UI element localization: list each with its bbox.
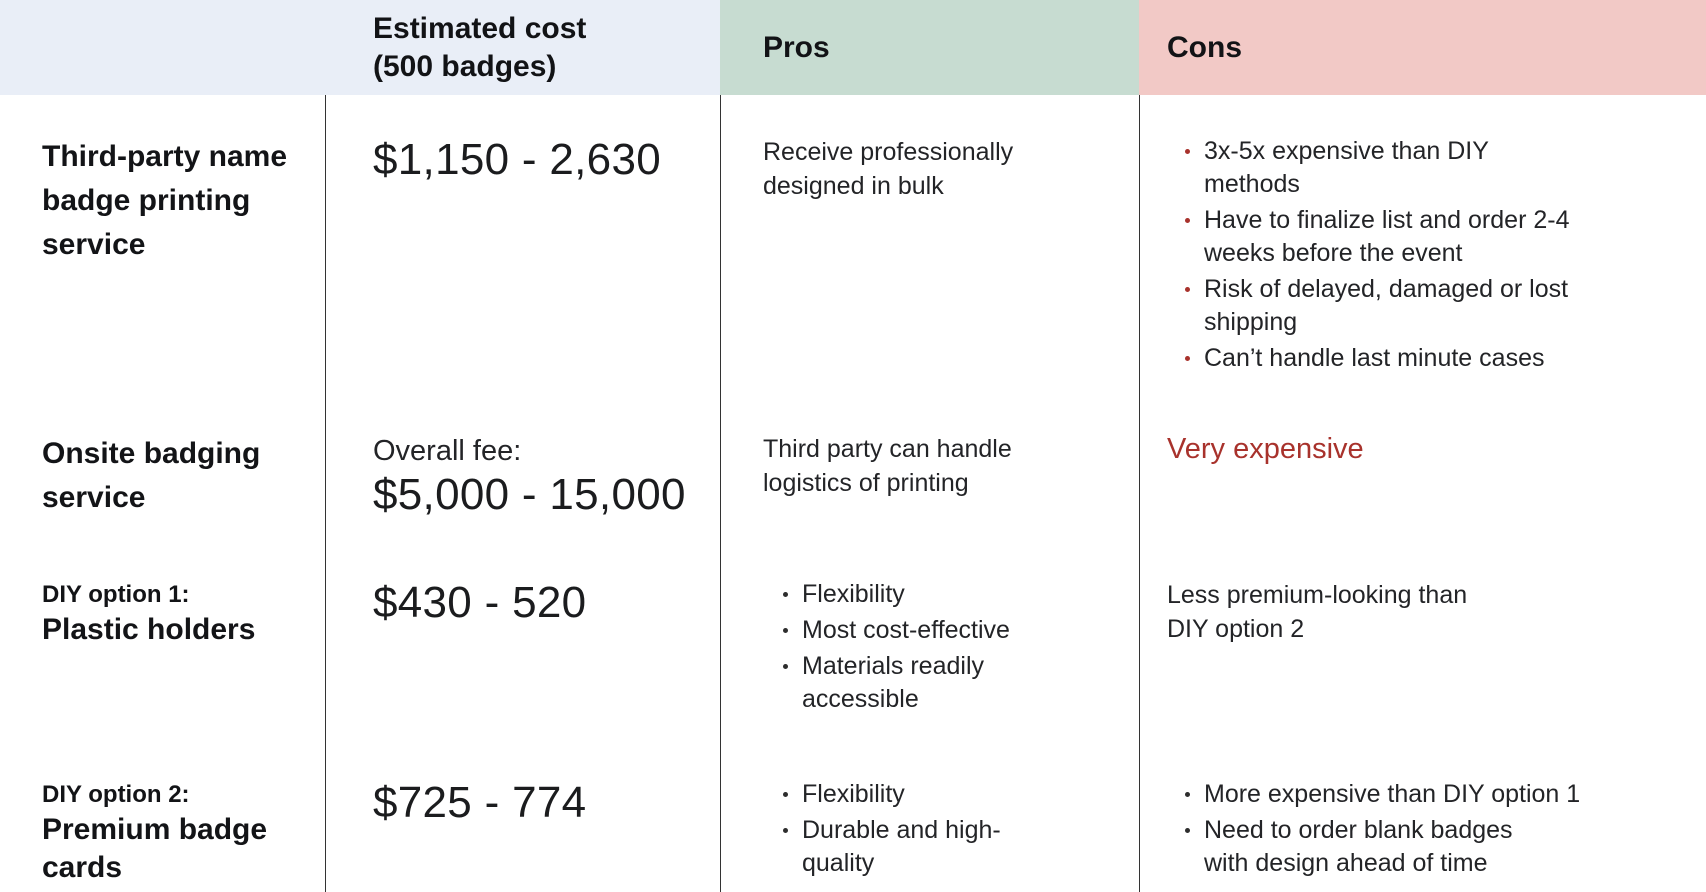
cons-item: Have to finalize list and order 2-4 week… [1185, 204, 1690, 270]
bullet-icon [1185, 356, 1190, 361]
cons-text: Very expensive [1167, 433, 1364, 465]
bullet-icon [783, 792, 788, 797]
cost-cell-third-party: $1,150 - 2,630 [325, 95, 720, 392]
bullet-icon [1185, 218, 1190, 223]
pros-text: Third party can handle logistics of prin… [763, 435, 1012, 497]
bullet-icon [1185, 792, 1190, 797]
cost-cell-diy2: $725 - 774 [325, 738, 720, 892]
row-label-small: DIY option 1: [42, 581, 190, 608]
cons-list: More expensive than DIY option 1 Need to… [1185, 778, 1690, 880]
row-label-text: Premium badge cards [42, 813, 268, 884]
cons-item: 3x-5x expensive than DIY methods [1185, 135, 1690, 201]
cost-cell-diy1: $430 - 520 [325, 538, 720, 738]
header-cons: Cons [1139, 0, 1706, 95]
pros-list: Flexibility Most cost-effective Material… [783, 578, 1111, 716]
cons-item: More expensive than DIY option 1 [1185, 778, 1690, 811]
cost-prefix: Overall fee: [373, 435, 522, 467]
row-label-diy2: DIY option 2: Premium badge cards [0, 738, 325, 892]
row-label-diy1: DIY option 1: Plastic holders [0, 538, 325, 738]
row-label-third-party: Third-party name badge printing service [0, 95, 325, 392]
pros-item: Durable and high- quality [783, 814, 1111, 880]
header-estimated-cost-label: Estimated cost (500 badges) [373, 11, 587, 83]
pros-text: Receive professionally designed in bulk [763, 138, 1014, 200]
cost-value: $1,150 - 2,630 [373, 135, 661, 184]
header-estimated-cost: Estimated cost (500 badges) [325, 0, 720, 95]
header-cons-label: Cons [1167, 30, 1242, 64]
cons-item: Can’t handle last minute cases [1185, 342, 1690, 375]
pros-item: Most cost-effective [783, 614, 1111, 647]
cons-list: 3x-5x expensive than DIY methods Have to… [1185, 135, 1690, 375]
pros-cell-onsite: Third party can handle logistics of prin… [720, 392, 1139, 538]
row-label-text: Third-party name badge printing service [42, 140, 288, 261]
pros-cell-diy2: Flexibility Durable and high- quality [720, 738, 1139, 892]
header-pros: Pros [720, 0, 1139, 95]
row-label-onsite: Onsite badging service [0, 392, 325, 538]
bullet-icon [1185, 149, 1190, 154]
cons-cell-diy2: More expensive than DIY option 1 Need to… [1139, 738, 1706, 892]
bullet-icon [783, 664, 788, 669]
pros-item: Flexibility [783, 778, 1111, 811]
bullet-icon [1185, 287, 1190, 292]
cons-item: Risk of delayed, damaged or lost shippin… [1185, 273, 1690, 339]
bullet-icon [783, 628, 788, 633]
pros-cell-third-party: Receive professionally designed in bulk [720, 95, 1139, 392]
cost-value: $725 - 774 [373, 778, 587, 827]
pros-item: Flexibility [783, 578, 1111, 611]
header-pros-label: Pros [763, 30, 830, 64]
pros-list: Flexibility Durable and high- quality [783, 778, 1111, 880]
cons-cell-third-party: 3x-5x expensive than DIY methods Have to… [1139, 95, 1706, 392]
cost-value: $430 - 520 [373, 578, 587, 627]
row-label-text: Plastic holders [42, 613, 256, 646]
cost-cell-onsite: Overall fee: $5,000 - 15,000 [325, 392, 720, 538]
row-label-small: DIY option 2: [42, 781, 190, 808]
pros-item: Materials readily accessible [783, 650, 1111, 716]
cons-item: Need to order blank badges with design a… [1185, 814, 1690, 880]
pros-cell-diy1: Flexibility Most cost-effective Material… [720, 538, 1139, 738]
cost-value: $5,000 - 15,000 [373, 470, 686, 519]
bullet-icon [783, 592, 788, 597]
cons-text: Less premium-looking than DIY option 2 [1167, 581, 1468, 643]
bullet-icon [783, 828, 788, 833]
row-label-text: Onsite badging service [42, 437, 261, 514]
cons-cell-onsite: Very expensive [1139, 392, 1706, 538]
bullet-icon [1185, 828, 1190, 833]
header-blank-cell [0, 0, 325, 95]
cons-cell-diy1: Less premium-looking than DIY option 2 [1139, 538, 1706, 738]
